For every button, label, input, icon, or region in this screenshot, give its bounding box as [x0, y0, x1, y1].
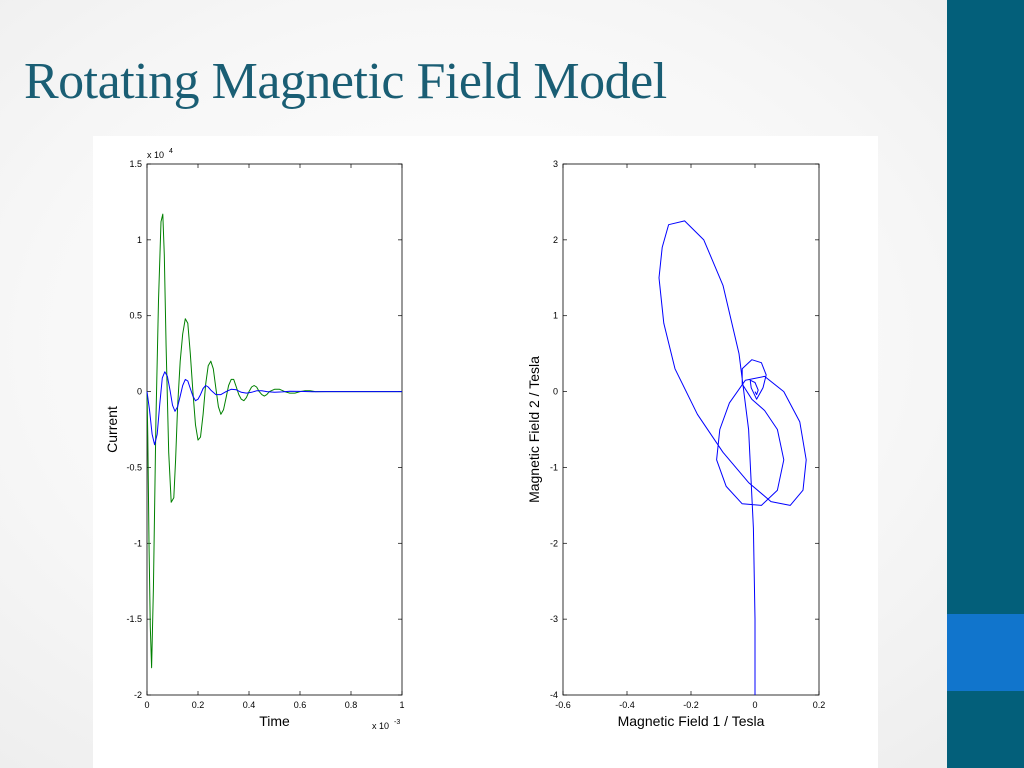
y-tick-label: 0.5 [129, 311, 142, 321]
field-phase-chart: -0.6 -0.4 -0.2 0 0.2 3 2 1 0 -1 -2 -3 -4 Magnetic Fie… [526, 159, 825, 729]
plot-frame [146, 163, 403, 696]
x-tick-label: 0.4 [243, 700, 256, 710]
y-exponent-power: 4 [169, 148, 173, 155]
y-tick-label: -0.5 [126, 462, 142, 472]
x-tick-label: 0 [144, 700, 149, 710]
y-axis-label: Current [104, 406, 120, 453]
plot-frame [562, 163, 820, 696]
series-line-1 [146, 213, 402, 669]
series-line-1 [658, 220, 807, 695]
y-tick-label: -3 [550, 614, 558, 624]
y-tick-label: -2 [550, 538, 558, 548]
y-tick-label: -1.5 [126, 614, 142, 624]
sidebar-accent-block [947, 614, 1024, 691]
y-tick-label: 1 [553, 311, 558, 321]
y-tick-label: -1 [134, 538, 142, 548]
x-tick-label: 0.8 [345, 700, 358, 710]
series-line-2 [146, 371, 402, 446]
y-tick-label: 1.5 [129, 159, 142, 169]
y-tick-label: 3 [553, 159, 558, 169]
x-tick-label: 0.2 [192, 700, 205, 710]
y-tick-label: -2 [134, 690, 142, 700]
x-tick-label: -0.6 [555, 700, 571, 710]
y-exponent-base: x 10 [147, 150, 164, 160]
figure-canvas: 0 0.2 0.4 0.6 0.8 1 1.5 1 0.5 0 -0.5 -1 -1.5 -2 Time Cu… [104, 148, 825, 731]
x-tick-label: 0.2 [813, 700, 826, 710]
x-exponent-power: -3 [394, 719, 400, 726]
y-tick-label: 2 [553, 235, 558, 245]
current-vs-time-chart: 0 0.2 0.4 0.6 0.8 1 1.5 1 0.5 0 -0.5 -1 -1.5 -2 Time Cu… [104, 148, 405, 731]
x-tick-label: 1 [399, 700, 404, 710]
y-axis-label: Magnetic Field 2 / Tesla [526, 356, 542, 503]
y-tick-label: 0 [137, 387, 142, 397]
x-tick-label: 0.6 [294, 700, 307, 710]
figure-panel: 0 0.2 0.4 0.6 0.8 1 1.5 1 0.5 0 -0.5 -1 -1.5 -2 Time Cu… [93, 136, 878, 768]
x-tick-label: -0.2 [683, 700, 699, 710]
slide-title: Rotating Magnetic Field Model [24, 53, 667, 110]
y-tick-label: 0 [553, 387, 558, 397]
y-tick-label: -4 [550, 690, 558, 700]
x-tick-label: -0.4 [619, 700, 635, 710]
x-axis-label: Time [259, 713, 290, 729]
x-axis-label: Magnetic Field 1 / Tesla [618, 713, 765, 729]
y-tick-label: 1 [137, 235, 142, 245]
y-tick-label: -1 [550, 462, 558, 472]
x-exponent-base: x 10 [372, 721, 389, 731]
x-tick-label: 0 [752, 700, 757, 710]
